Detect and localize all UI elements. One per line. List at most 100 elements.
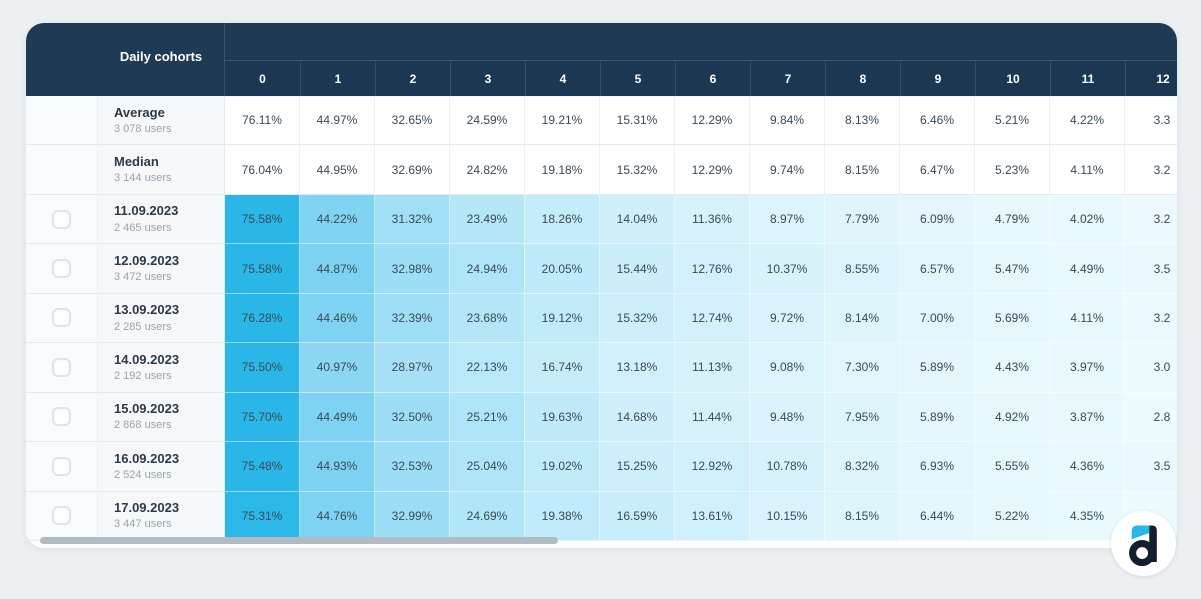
retention-cell: 4.11% [1050,145,1125,195]
retention-cell: 9.08% [750,343,825,393]
retention-cell: 44.46% [300,293,375,344]
retention-cell: 3.0 [1125,343,1177,393]
retention-cell: 19.02% [525,442,600,492]
daily-cohorts-header: Daily cohorts [98,23,225,96]
day-column-header: 4 [525,61,600,97]
horizontal-scrollbar-thumb[interactable] [40,537,558,544]
retention-value: 44.93% [316,459,358,474]
day-column-header: 12 [1125,61,1177,97]
retention-cell: 9.74% [750,145,825,195]
retention-value: 4.02% [1069,212,1105,227]
retention-value: 18.26% [541,212,583,227]
retention-value: 3.2 [1153,212,1171,227]
cohort-row: 16.09.2023 2 524 users 75.48% 44.93% 32.53% 2… [26,442,1177,492]
retention-value: 24.59% [466,113,508,128]
day-column-header: 1 [300,61,375,97]
retention-value: 3.2 [1153,162,1171,177]
row-label: 17.09.2023 [114,500,180,515]
retention-cell: 32.99% [375,491,450,541]
row-checkbox[interactable] [52,456,71,476]
retention-value: 44.87% [316,261,358,276]
retention-cell: 20.05% [525,244,600,294]
retention-value: 10.37% [766,261,808,276]
retention-value: 44.46% [316,310,358,325]
retention-cell: 12.76% [675,244,750,294]
retention-cell: 6.47% [900,145,975,195]
retention-value: 76.11% [242,113,282,128]
row-checkbox[interactable] [52,506,71,526]
retention-cell: 44.76% [300,491,375,541]
retention-value: 6.09% [919,212,955,227]
day-column-header: 9 [900,61,975,97]
row-label: 16.09.2023 [114,450,180,466]
retention-value: 32.69% [391,162,433,177]
retention-cell: 44.95% [300,145,375,195]
retention-cell: 8.97% [750,194,825,245]
retention-value: 6.46% [919,113,955,128]
retention-cell: 44.93% [300,442,375,492]
retention-cell: 6.57% [900,244,975,294]
retention-value: 9.72% [769,310,805,325]
retention-cell: 9.72% [750,293,825,344]
cohort-row: 11.09.2023 2 465 users 75.58% 44.22% 31.32% 2… [26,194,1177,245]
row-users-count: 3 144 users [114,172,172,185]
cohort-row: 12.09.2023 3 472 users 75.58% 44.87% 32.98% 2… [26,244,1177,294]
retention-cell: 11.36% [675,194,750,245]
retention-cell: 7.30% [825,343,900,393]
row-users-count: 2 465 users [114,221,172,234]
day-column-header: 6 [675,61,750,97]
retention-cell: 14.04% [600,194,675,245]
retention-cell: 4.79% [975,194,1050,245]
row-checkbox[interactable] [52,209,71,229]
retention-value: 16.74% [541,360,583,375]
retention-cell: 5.47% [975,244,1050,294]
retention-value: 8.32% [844,459,880,474]
retention-value: 19.38% [541,508,583,523]
retention-value: 7.00% [919,310,955,325]
day-column-header: 8 [825,61,900,97]
retention-cell: 15.25% [600,442,675,492]
row-checkbox[interactable] [52,357,71,377]
row-checkbox[interactable] [52,407,71,427]
retention-cell: 76.28% [225,293,300,344]
devtodev-d-icon [1128,524,1157,566]
retention-value: 12.29% [691,113,733,128]
retention-cell: 2.8 [1125,392,1177,443]
retention-value: 31.32% [391,212,433,227]
retention-value: 32.53% [391,459,433,474]
retention-cell: 10.15% [750,491,825,541]
retention-value: 2.8 [1153,409,1171,424]
cohort-row: 17.09.2023 3 447 users 75.31% 44.76% 32.99% 2… [26,491,1177,541]
retention-value: 6.47% [919,162,955,177]
devtodev-logo [1111,511,1176,576]
retention-value: 20.05% [541,261,583,276]
row-checkbox[interactable] [52,259,71,279]
retention-value: 19.02% [541,459,583,474]
day-column-header: 3 [450,61,525,97]
retention-value: 12.29% [691,162,733,177]
retention-cell: 44.87% [300,244,375,294]
row-label-cell: 14.09.2023 2 192 users [98,343,225,393]
row-label-cell: Median 3 144 users [98,145,225,195]
retention-cell: 19.18% [525,145,600,195]
day-column-header: 7 [750,61,825,97]
retention-cell: 32.98% [375,244,450,294]
retention-value: 75.50% [241,360,283,375]
day-column-header: 11 [1050,61,1125,97]
retention-cell: 5.23% [975,145,1050,195]
day-column-header: 0 [259,72,266,86]
retention-value: 3.0 [1153,360,1171,375]
retention-value: 5.47% [994,261,1030,276]
retention-value: 7.79% [844,212,880,227]
retention-cell: 4.36% [1050,442,1125,492]
cohort-table-card: Daily cohorts 0 1 2 3 4 5 6 7 8 9 10 11 12 Average 3 … [26,23,1177,548]
retention-cell: 19.63% [525,392,600,443]
retention-cell: 8.55% [825,244,900,294]
row-users-count: 3 078 users [114,122,172,135]
retention-value: 12.76% [691,261,733,276]
retention-cell: 4.02% [1050,194,1125,245]
retention-cell: 11.44% [675,392,750,443]
retention-cell: 19.38% [525,491,600,541]
retention-cell: 25.21% [450,392,525,443]
row-checkbox[interactable] [52,308,71,328]
